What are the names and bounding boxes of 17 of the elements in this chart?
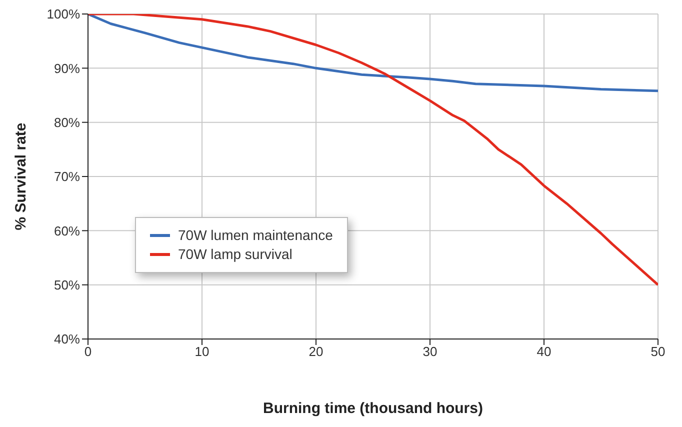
y-tick-label: 100% xyxy=(46,6,80,22)
y-tick-label: 70% xyxy=(54,169,80,184)
y-tick-label: 80% xyxy=(54,114,80,130)
x-tick-label: 40 xyxy=(536,344,552,360)
x-tick-label: 50 xyxy=(650,344,666,360)
legend-label: 70W lumen maintenance xyxy=(178,226,333,245)
y-tick-label: 40% xyxy=(54,332,80,347)
y-axis-title: % Survival rate xyxy=(12,122,30,230)
x-axis-title: Burning time (thousand hours) xyxy=(263,400,483,417)
x-tick-label: 30 xyxy=(422,344,438,360)
x-tick-label: 10 xyxy=(194,344,210,360)
x-tick-label: 0 xyxy=(84,344,92,360)
y-tick-label: 60% xyxy=(54,223,80,238)
x-tick-label: 20 xyxy=(308,344,324,360)
legend-label: 70W lamp survival xyxy=(178,245,292,264)
y-tick-label: 90% xyxy=(54,60,80,76)
y-tick-label: 50% xyxy=(54,277,80,292)
